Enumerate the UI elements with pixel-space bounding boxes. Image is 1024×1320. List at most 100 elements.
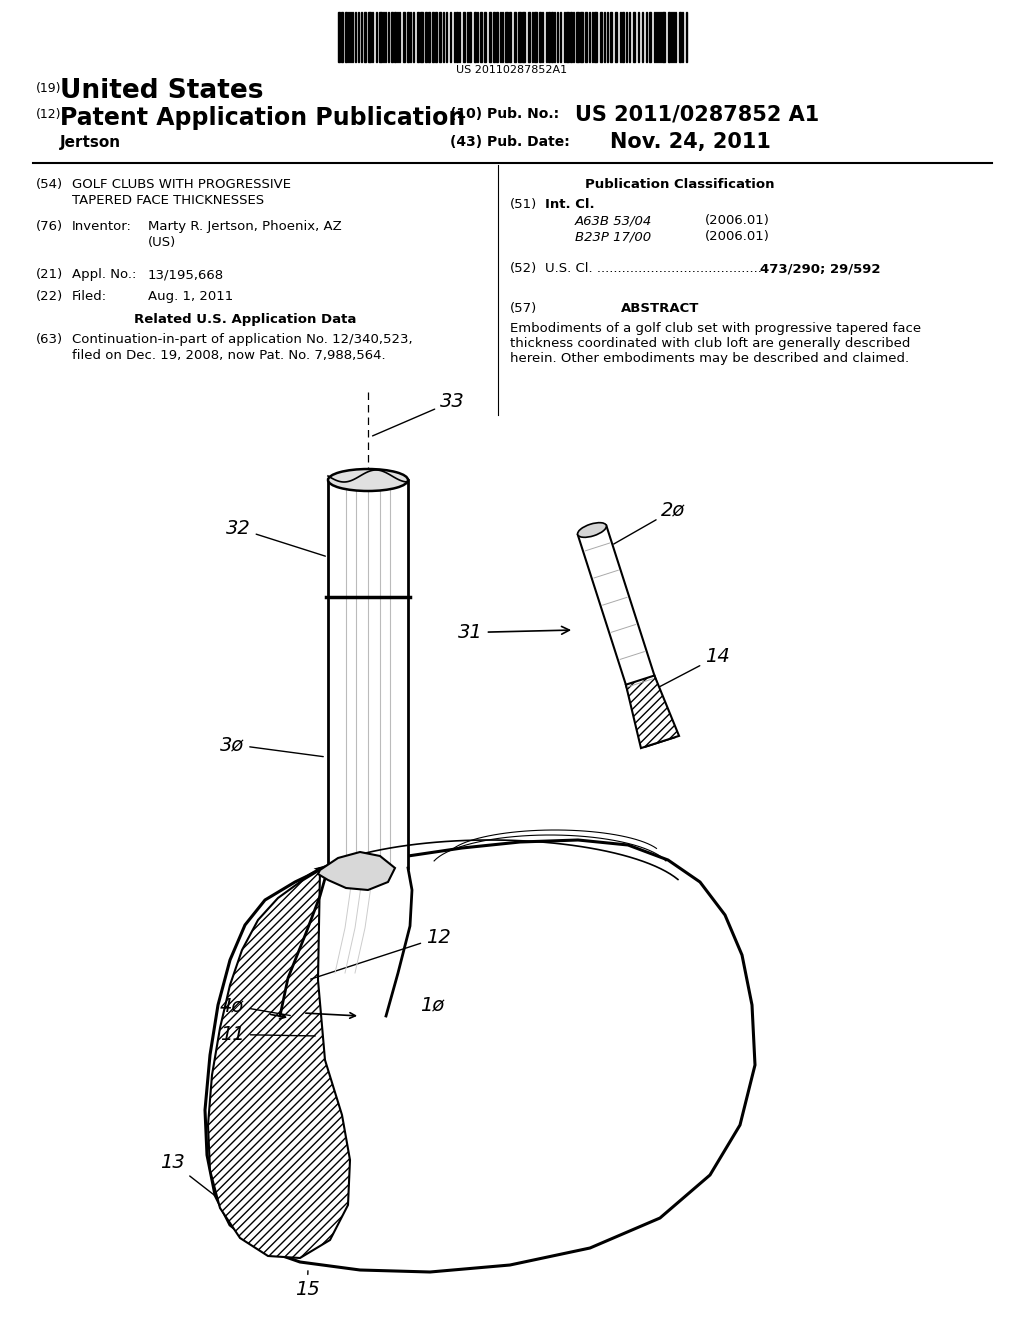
Bar — [522, 12, 525, 62]
Bar — [615, 12, 617, 62]
Bar — [509, 12, 511, 62]
Ellipse shape — [578, 523, 606, 537]
Text: (51): (51) — [510, 198, 538, 211]
Bar — [580, 12, 583, 62]
Bar — [600, 12, 602, 62]
Bar — [407, 12, 409, 62]
Polygon shape — [208, 870, 350, 1258]
Text: (57): (57) — [510, 302, 538, 315]
Text: (43) Pub. Date:: (43) Pub. Date: — [450, 135, 569, 149]
Bar — [649, 12, 651, 62]
Text: (22): (22) — [36, 290, 63, 304]
Text: United States: United States — [60, 78, 263, 104]
Text: (2006.01): (2006.01) — [705, 214, 770, 227]
Text: (12): (12) — [36, 108, 61, 121]
Bar — [394, 12, 396, 62]
Bar — [610, 12, 612, 62]
Bar — [668, 12, 670, 62]
Text: Filed:: Filed: — [72, 290, 108, 304]
Bar — [480, 12, 482, 62]
Text: (2006.01): (2006.01) — [705, 230, 770, 243]
Bar — [435, 12, 437, 62]
Bar — [633, 12, 635, 62]
Text: A63B 53/04: A63B 53/04 — [575, 214, 652, 227]
Text: Jertson: Jertson — [60, 135, 121, 150]
Text: (19): (19) — [36, 82, 61, 95]
Text: (52): (52) — [510, 261, 538, 275]
Polygon shape — [205, 840, 755, 1272]
Text: US 20110287852A1: US 20110287852A1 — [457, 65, 567, 75]
Text: 33: 33 — [373, 392, 465, 436]
Text: 31: 31 — [458, 623, 569, 642]
Bar — [474, 12, 476, 62]
Text: 14: 14 — [643, 647, 730, 696]
Bar — [463, 12, 465, 62]
Text: ABSTRACT: ABSTRACT — [621, 302, 699, 315]
Text: US 2011/0287852 A1: US 2011/0287852 A1 — [575, 104, 819, 124]
Text: (63): (63) — [36, 333, 63, 346]
Bar — [585, 12, 587, 62]
Text: 32: 32 — [226, 519, 326, 556]
Text: Inventor:: Inventor: — [72, 220, 132, 234]
Text: Embodiments of a golf club set with progressive tapered face: Embodiments of a golf club set with prog… — [510, 322, 922, 335]
Bar — [662, 12, 665, 62]
Text: 473/290; 29/592: 473/290; 29/592 — [760, 261, 881, 275]
Bar — [518, 12, 521, 62]
Text: 11: 11 — [220, 1026, 315, 1044]
Text: 13/195,668: 13/195,668 — [148, 268, 224, 281]
Text: (54): (54) — [36, 178, 63, 191]
Polygon shape — [578, 525, 674, 747]
Bar — [417, 12, 419, 62]
Text: Continuation-in-part of application No. 12/340,523,: Continuation-in-part of application No. … — [72, 333, 413, 346]
Polygon shape — [626, 676, 679, 748]
Bar — [575, 12, 579, 62]
Text: Related U.S. Application Data: Related U.S. Application Data — [134, 313, 356, 326]
Bar — [484, 12, 486, 62]
Text: (21): (21) — [36, 268, 63, 281]
Polygon shape — [318, 851, 395, 890]
Text: (US): (US) — [148, 236, 176, 249]
Bar — [551, 12, 553, 62]
Text: B23P 17/00: B23P 17/00 — [575, 230, 651, 243]
Bar — [368, 12, 371, 62]
Bar — [391, 12, 393, 62]
Text: 13: 13 — [160, 1152, 216, 1196]
Text: GOLF CLUBS WITH PROGRESSIVE: GOLF CLUBS WITH PROGRESSIVE — [72, 178, 291, 191]
Bar — [570, 12, 572, 62]
Text: herein. Other embodiments may be described and claimed.: herein. Other embodiments may be describ… — [510, 352, 909, 366]
Text: thickness coordinated with club loft are generally described: thickness coordinated with club loft are… — [510, 337, 910, 350]
Text: 1ø: 1ø — [420, 995, 444, 1014]
Text: filed on Dec. 19, 2008, now Pat. No. 7,988,564.: filed on Dec. 19, 2008, now Pat. No. 7,9… — [72, 348, 386, 362]
Bar — [425, 12, 427, 62]
Bar — [539, 12, 541, 62]
Bar — [514, 12, 516, 62]
Text: 3ø: 3ø — [220, 735, 324, 756]
Bar — [505, 12, 508, 62]
Bar — [364, 12, 366, 62]
Bar — [534, 12, 537, 62]
Text: Patent Application Publication: Patent Application Publication — [60, 106, 465, 129]
Bar — [469, 12, 471, 62]
Ellipse shape — [328, 469, 408, 491]
Text: TAPERED FACE THICKNESSES: TAPERED FACE THICKNESSES — [72, 194, 264, 207]
Bar — [566, 12, 569, 62]
Bar — [338, 12, 340, 62]
Bar — [594, 12, 597, 62]
Text: (10) Pub. No.:: (10) Pub. No.: — [450, 107, 559, 121]
Text: Marty R. Jertson, Phoenix, AZ: Marty R. Jertson, Phoenix, AZ — [148, 220, 342, 234]
Bar — [496, 12, 498, 62]
Bar — [489, 12, 490, 62]
Text: Publication Classification: Publication Classification — [586, 178, 775, 191]
Bar — [493, 12, 495, 62]
Text: Appl. No.:: Appl. No.: — [72, 268, 136, 281]
Text: U.S. Cl. ........................................: U.S. Cl. ...............................… — [545, 261, 762, 275]
Bar — [456, 12, 458, 62]
Bar — [548, 12, 550, 62]
Bar — [403, 12, 406, 62]
Bar — [420, 12, 423, 62]
Bar — [439, 12, 441, 62]
Text: Int. Cl.: Int. Cl. — [545, 198, 595, 211]
Bar — [341, 12, 343, 62]
Text: 15: 15 — [295, 1271, 319, 1299]
Bar — [679, 12, 681, 62]
